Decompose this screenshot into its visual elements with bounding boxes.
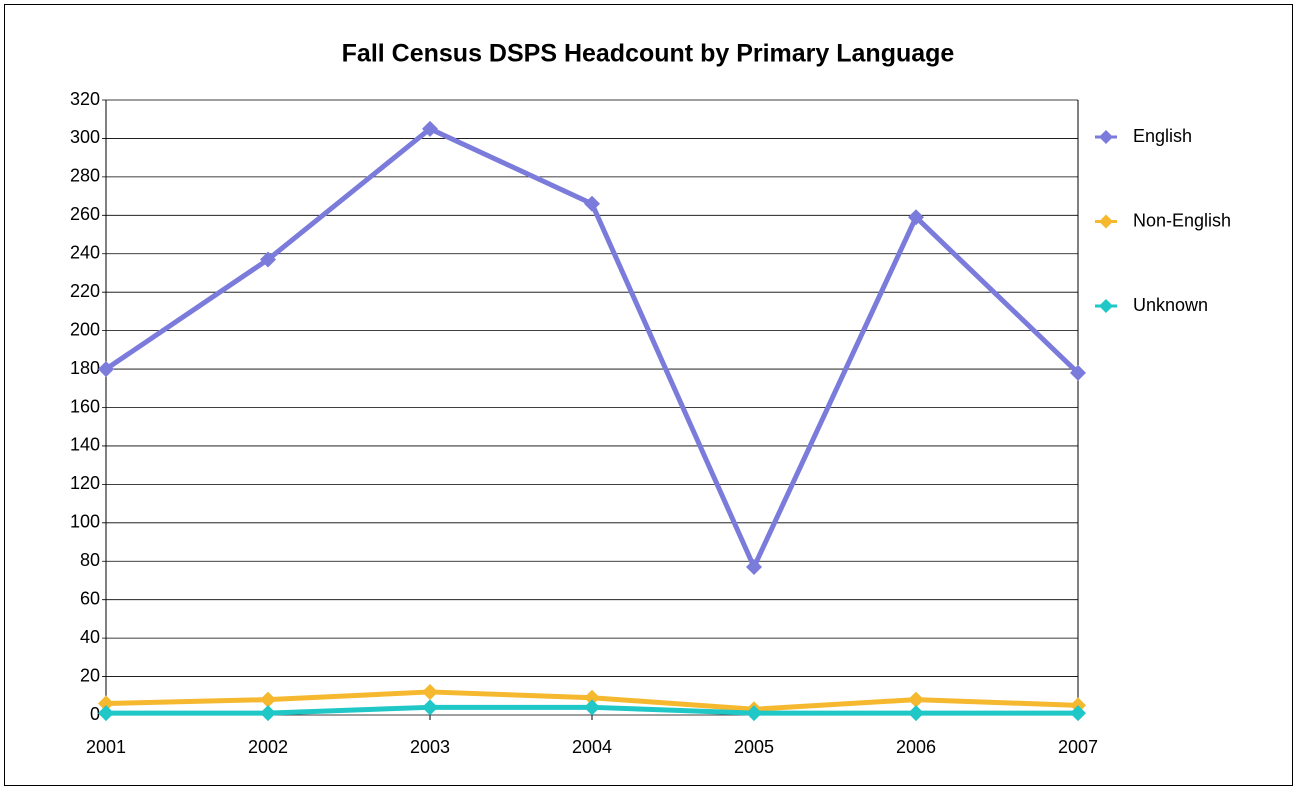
x-tick-label: 2002 [248, 737, 288, 757]
x-tick-label: 2004 [572, 737, 612, 757]
chart-border [4, 4, 1293, 786]
y-tick-label: 40 [80, 627, 100, 647]
point [908, 691, 924, 708]
point [422, 120, 438, 137]
point [98, 695, 114, 712]
y-tick-label: 140 [70, 435, 100, 455]
chart-title: Fall Census DSPS Headcount by Primary La… [342, 40, 955, 68]
y-tick-label: 160 [70, 396, 100, 416]
point [260, 691, 276, 708]
y-tick-label: 80 [80, 550, 100, 570]
point [422, 699, 438, 716]
legend-marker [1099, 214, 1113, 229]
y-tick-label: 260 [70, 204, 100, 224]
x-tick-label: 2007 [1058, 737, 1098, 757]
y-tick-label: 200 [70, 319, 100, 339]
y-tick-label: 180 [70, 358, 100, 378]
point [908, 705, 924, 722]
point [1070, 705, 1086, 722]
point [584, 689, 600, 706]
point [260, 705, 276, 722]
y-tick-label: 240 [70, 243, 100, 263]
point [422, 683, 438, 700]
y-tick-label: 0 [90, 704, 100, 724]
legend-label: English [1133, 126, 1192, 146]
point [584, 195, 600, 212]
y-tick-label: 120 [70, 473, 100, 493]
legend-label: Non-English [1133, 210, 1231, 230]
point [98, 361, 114, 378]
y-tick-label: 280 [70, 166, 100, 186]
x-tick-label: 2003 [410, 737, 450, 757]
legend-marker [1099, 299, 1113, 313]
point [260, 251, 276, 268]
point [584, 699, 600, 716]
x-tick-label: 2001 [86, 737, 126, 757]
point [746, 559, 762, 576]
y-tick-label: 20 [80, 665, 100, 685]
y-tick-label: 60 [80, 588, 100, 608]
x-tick-label: 2006 [896, 737, 936, 757]
point [746, 705, 762, 722]
x-tick-label: 2005 [734, 737, 774, 757]
y-tick-label: 220 [70, 281, 100, 301]
y-tick-label: 300 [70, 127, 100, 147]
point [908, 209, 924, 226]
y-tick-label: 100 [70, 512, 100, 532]
legend-label: Unknown [1133, 295, 1208, 315]
y-tick-label: 320 [70, 89, 100, 109]
legend-marker [1099, 130, 1113, 144]
point [98, 705, 114, 722]
point [1070, 364, 1086, 381]
